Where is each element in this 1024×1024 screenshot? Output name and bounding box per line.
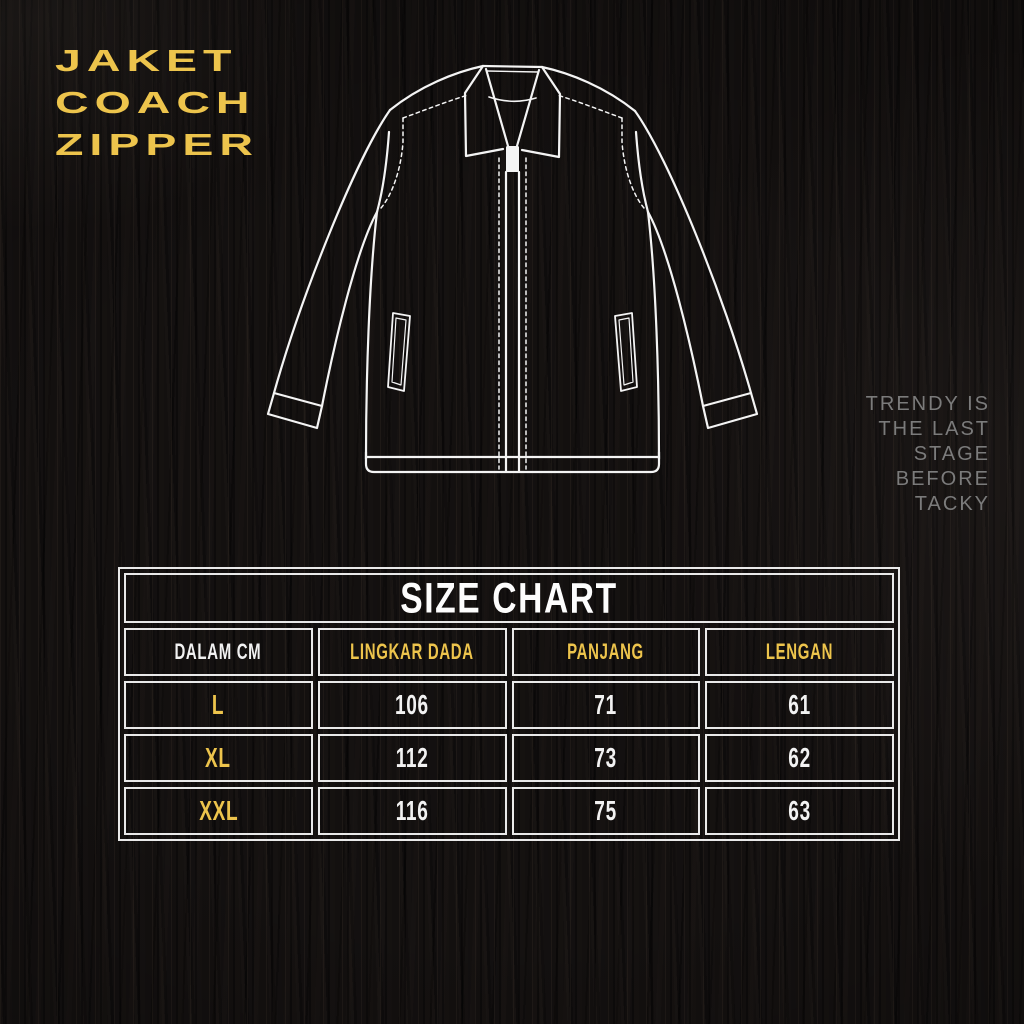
lengan-value: 63 — [705, 787, 894, 835]
jacket-shoulders — [388, 64, 637, 113]
column-header-dalam-cm: DALAM CM — [124, 628, 313, 676]
tagline-line-5: TACKY — [914, 493, 990, 515]
size-label-cell: XL — [124, 734, 313, 782]
jacket-body — [364, 210, 661, 474]
size-row-xl: XL 112 73 62 — [124, 734, 894, 782]
size-row-l: L 106 71 61 — [124, 681, 894, 729]
size-chart-table: SIZE CHART DALAM CM LINGKAR DADA PANJANG… — [118, 567, 900, 841]
title-line-3: ZIPPER — [55, 127, 259, 162]
product-title: JAKET COACH ZIPPER — [55, 40, 259, 166]
tagline-line-1: TRENDY IS — [865, 393, 990, 415]
lingkar-dada-value: 106 — [317, 681, 507, 729]
jacket-pockets — [387, 312, 638, 392]
lengan-value: 61 — [705, 681, 894, 729]
size-row-xxl: XXL 116 75 63 — [124, 787, 894, 835]
jacket-stitching — [380, 94, 645, 209]
size-chart-title: SIZE CHART — [400, 573, 618, 622]
lingkar-dada-value: 112 — [317, 734, 507, 782]
panjang-value: 73 — [511, 734, 701, 782]
size-label-cell: XXL — [124, 787, 313, 835]
tagline-line-2: THE LAST — [878, 418, 990, 440]
size-chart-title-row: SIZE CHART — [124, 573, 894, 623]
size-chart-header-row: DALAM CM LINGKAR DADA PANJANG LENGAN — [124, 628, 894, 676]
title-line-1: JAKET — [55, 43, 238, 78]
title-line-2: COACH — [55, 85, 256, 120]
jacket-collar — [463, 64, 562, 159]
size-chart-title-cell: SIZE CHART — [124, 573, 894, 623]
size-label-cell: L — [124, 681, 313, 729]
lengan-value: 62 — [705, 734, 894, 782]
jacket-zipper — [498, 146, 527, 473]
column-header-lingkar-dada: LINGKAR DADA — [317, 628, 507, 676]
column-header-panjang: PANJANG — [511, 628, 701, 676]
lingkar-dada-value: 116 — [317, 787, 507, 835]
tagline: TRENDY IS THE LAST STAGE BEFORE TACKY — [866, 392, 990, 517]
tagline-line-3: STAGE — [913, 443, 990, 465]
coach-jacket-illustration — [266, 64, 759, 474]
jacket-sleeves — [266, 108, 759, 430]
panjang-value: 71 — [511, 681, 701, 729]
column-header-lengan: LENGAN — [705, 628, 894, 676]
tagline-line-4: BEFORE — [895, 468, 990, 490]
panjang-value: 75 — [511, 787, 701, 835]
